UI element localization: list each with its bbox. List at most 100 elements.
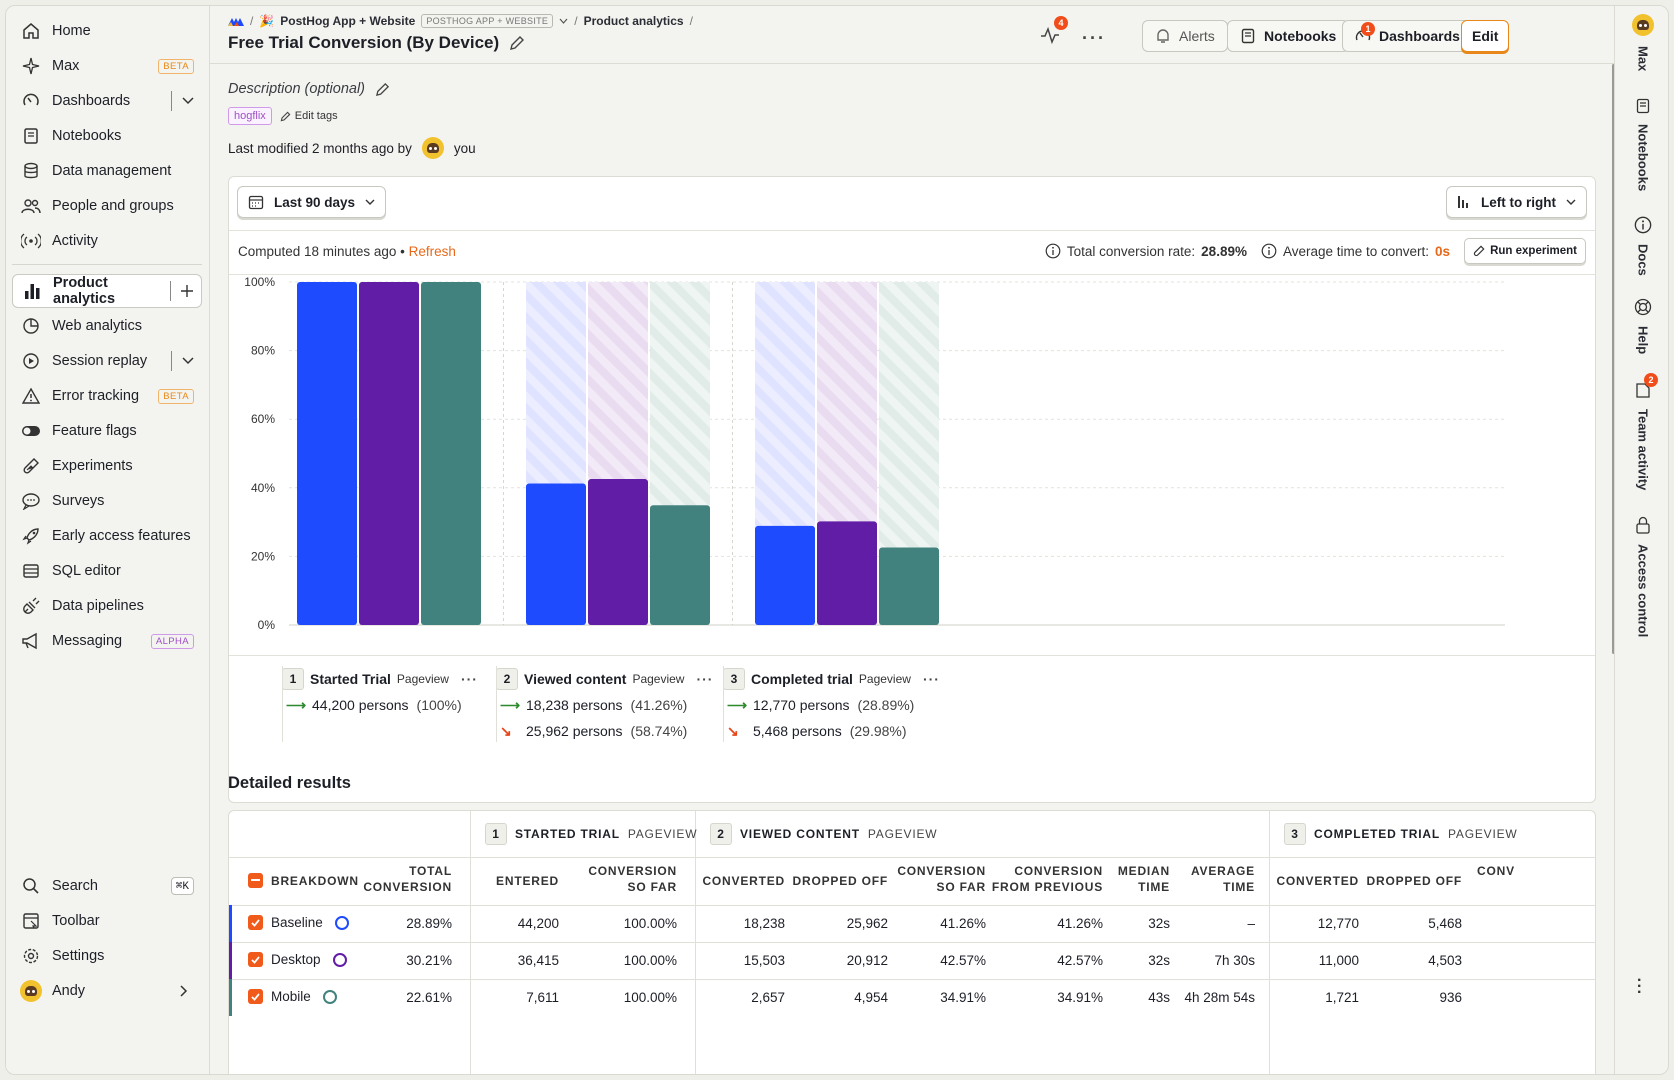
run-experiment-button[interactable]: Run experiment [1464,238,1586,264]
rail-max[interactable]: Max [1615,14,1668,71]
top-bar: / 🎉 PostHog App + Website POSTHOG APP + … [210,6,1614,64]
col-dropped-2[interactable]: DROPPED OFF [792,874,888,888]
sidebar-item-experiments[interactable]: Experiments [12,449,202,483]
date-range-select[interactable]: Last 90 days [237,186,387,218]
more-options-icon[interactable]: ··· [696,671,714,687]
sidebar-item-home[interactable]: Home [12,14,202,48]
search-icon [20,875,42,897]
funnel-bar-baseline[interactable] [526,483,586,625]
row-checkbox[interactable] [248,915,263,930]
rail-access-control[interactable]: Access control [1615,516,1668,637]
col-conversion-so-far-2[interactable]: CONVERSION SO FAR [897,864,986,894]
sidebar-item-product-analytics[interactable]: Product analytics [12,274,202,308]
col-converted-3[interactable]: CONVERTED [1276,874,1359,888]
funnel-bar-mobile[interactable] [650,505,710,625]
sidebar-item-early-access[interactable]: Early access features [12,519,202,553]
sidebar-search[interactable]: Search ⌘K [12,869,202,903]
sidebar-item-notebooks[interactable]: Notebooks [12,119,202,153]
breadcrumb-section[interactable]: Product analytics [583,14,684,28]
expand-toggle[interactable] [171,350,194,372]
sidebar-item-feature-flags[interactable]: Feature flags [12,414,202,448]
info-icon[interactable] [1261,243,1277,259]
sidebar-item-surveys[interactable]: Surveys [12,484,202,518]
col-conversion-from-previous[interactable]: CONVERSION FROM PREVIOUS [991,864,1103,894]
sidebar-item-label: Data management [52,163,172,179]
funnel-bar-baseline[interactable] [297,282,357,625]
select-all-checkbox[interactable] [248,873,263,888]
notebooks-button[interactable]: Notebooks [1227,20,1350,52]
cell-converted2: 2,657 [751,990,785,1005]
edit-tags-button[interactable]: Edit tags [280,110,338,122]
table-row[interactable]: Mobile [248,989,337,1004]
sidebar-user[interactable]: Andy [12,974,202,1008]
chat-icon [20,490,42,512]
cell-converted3: 11,000 [1318,953,1359,968]
rail-more-icon[interactable]: · · · [1637,972,1643,1001]
description-field[interactable]: Description (optional) [228,81,390,97]
col-conversion-so-far-1[interactable]: CONVERSION SO FAR [588,864,677,894]
edit-button[interactable]: Edit [1461,20,1510,52]
notebook-icon [20,125,42,147]
layout-select[interactable]: Left to right [1446,186,1587,218]
sidebar-item-label: Session replay [52,353,148,369]
sidebar-settings[interactable]: Settings [12,939,202,973]
chevron-down-icon[interactable] [559,18,568,24]
row-checkbox[interactable] [248,989,263,1004]
toolbar-icon [20,910,42,932]
run-experiment-label: Run experiment [1490,245,1577,257]
alerts-button[interactable]: Alerts [1142,20,1228,52]
sidebar-item-web-analytics[interactable]: Web analytics [12,309,202,343]
breakdown-name: Mobile [271,989,311,1004]
sidebar-item-dashboards[interactable]: Dashboards [12,84,202,118]
chevron-down-icon [182,97,194,105]
sidebar-item-session-replay[interactable]: Session replay [12,344,202,378]
cell-so_far2: 41.26% [940,916,986,931]
rail-docs[interactable]: Docs [1615,216,1668,276]
funnel-bar-mobile[interactable] [879,547,939,625]
table-row[interactable]: Desktop [248,952,347,967]
refresh-link[interactable]: Refresh [408,244,456,259]
converted-count: 44,200 persons [312,697,409,713]
sidebar-item-data-management[interactable]: Data management [12,154,202,188]
more-options-icon[interactable]: ··· [460,671,478,687]
col-entered[interactable]: ENTERED [496,874,559,888]
col-total-conversion[interactable]: TOTAL CONVERSION [363,864,452,894]
funnel-bar-mobile[interactable] [421,282,481,625]
info-icon[interactable] [1045,243,1061,259]
activity-pulse-button[interactable]: 4 [1040,16,1068,44]
sidebar-item-activity[interactable]: Activity [12,224,202,258]
rail-help[interactable]: Help [1615,298,1668,354]
more-options-icon[interactable]: ··· [1082,28,1106,48]
col-median-time[interactable]: MEDIAN TIME [1117,864,1170,894]
row-checkbox[interactable] [248,952,263,967]
scrollbar[interactable] [1612,64,1615,654]
cell-avg2: – [1247,916,1255,931]
sidebar-item-data-pipelines[interactable]: Data pipelines [12,589,202,623]
sidebar-item-messaging[interactable]: Messaging ALPHA [12,624,202,658]
tag-hogflix[interactable]: hogflix [228,107,272,125]
sidebar-toolbar[interactable]: Toolbar [12,904,202,938]
col-truncated[interactable]: CONV [1477,864,1515,878]
breadcrumb-project[interactable]: PostHog App + Website [280,14,416,28]
rail-team-activity[interactable]: 2 Team activity [1615,373,1668,490]
sidebar-item-error-tracking[interactable]: Error tracking BETA [12,379,202,413]
step-number: 1 [282,668,304,690]
dashboards-button[interactable]: 1 Dashboards [1342,20,1473,52]
breakdown-header[interactable]: BREAKDOWN [248,873,359,888]
funnel-bar-desktop[interactable] [588,478,648,625]
col-dropped-3[interactable]: DROPPED OFF [1366,874,1462,888]
funnel-bar-desktop[interactable] [359,282,419,625]
expand-toggle[interactable] [171,90,194,112]
sidebar-item-max[interactable]: Max BETA [12,49,202,83]
funnel-bar-desktop[interactable] [817,521,877,625]
sidebar-item-sql-editor[interactable]: SQL editor [12,554,202,588]
sidebar-item-people[interactable]: People and groups [12,189,202,223]
col-converted-2[interactable]: CONVERTED [702,874,785,888]
new-insight-button[interactable] [170,280,193,302]
pencil-icon[interactable] [509,35,525,51]
rail-notebooks[interactable]: Notebooks [1615,98,1668,191]
funnel-bar-baseline[interactable] [755,525,815,625]
more-options-icon[interactable]: ··· [922,671,940,687]
col-average-time[interactable]: AVERAGE TIME [1190,864,1255,894]
table-row[interactable]: Baseline [248,915,349,930]
